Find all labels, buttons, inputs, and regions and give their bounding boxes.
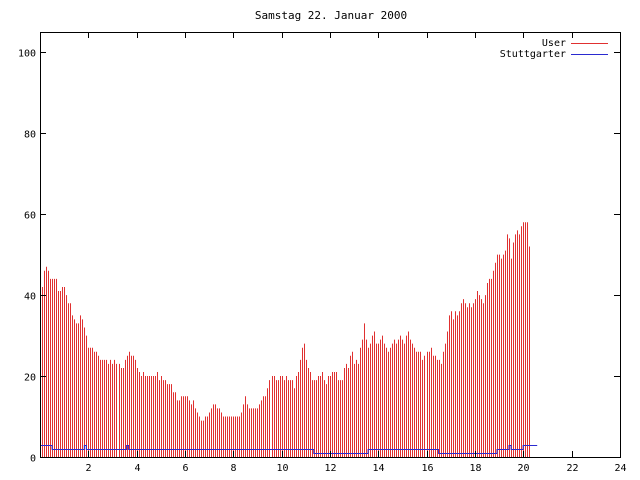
y-tick-label: 0 [30, 454, 36, 465]
x-tick-label: 18 [469, 463, 481, 474]
stuttgarter-series-line [40, 445, 538, 454]
legend-label-stuttgarter: Stuttgarter [500, 49, 566, 60]
x-tick-label: 22 [566, 463, 578, 474]
x-tick-label: 16 [421, 463, 433, 474]
user-bars [40, 222, 530, 457]
x-tick-label: 14 [372, 463, 384, 474]
y-tick-label: 80 [24, 130, 36, 141]
x-tick-label: 8 [230, 463, 236, 474]
x-tick-label: 24 [614, 463, 626, 474]
x-tick-label: 6 [182, 463, 188, 474]
x-tick-label: 4 [134, 463, 140, 474]
chart-title: Samstag 22. Januar 2000 [255, 9, 407, 22]
y-tick-label: 40 [24, 292, 36, 303]
x-tick-label: 10 [276, 463, 288, 474]
legend: User Stuttgarter [500, 38, 608, 60]
stuttgarter-line-group [40, 445, 538, 454]
x-tick-label: 12 [324, 463, 336, 474]
y-tick-label: 20 [24, 373, 36, 384]
y-tick-label: 60 [24, 211, 36, 222]
y-tick-label: 100 [18, 49, 36, 60]
x-tick-label: 2 [85, 463, 91, 474]
legend-label-user: User [542, 38, 566, 49]
x-tick-label: 20 [517, 463, 529, 474]
